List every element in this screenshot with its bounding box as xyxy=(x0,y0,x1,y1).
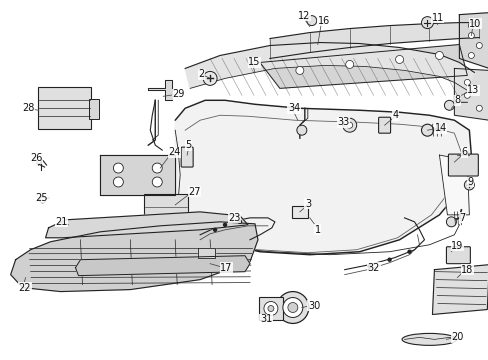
Text: 30: 30 xyxy=(307,301,320,311)
Text: 3: 3 xyxy=(304,199,310,209)
Circle shape xyxy=(223,223,226,226)
Circle shape xyxy=(152,177,162,187)
Circle shape xyxy=(421,17,432,28)
Text: 2: 2 xyxy=(198,69,204,80)
Text: 32: 32 xyxy=(367,263,379,273)
Text: 21: 21 xyxy=(56,217,68,227)
Text: 8: 8 xyxy=(453,95,460,105)
Text: 10: 10 xyxy=(468,19,481,28)
Circle shape xyxy=(287,302,297,312)
Text: 19: 19 xyxy=(450,241,463,251)
Text: 27: 27 xyxy=(188,187,200,197)
Polygon shape xyxy=(75,256,249,276)
Circle shape xyxy=(367,265,370,268)
Circle shape xyxy=(113,163,123,173)
Ellipse shape xyxy=(401,333,456,345)
Circle shape xyxy=(40,197,45,203)
Text: 26: 26 xyxy=(31,153,43,163)
Polygon shape xyxy=(45,212,247,238)
Circle shape xyxy=(296,125,306,135)
Text: 24: 24 xyxy=(168,147,180,157)
Circle shape xyxy=(295,67,303,75)
Circle shape xyxy=(283,298,302,318)
FancyBboxPatch shape xyxy=(378,117,390,133)
Text: 28: 28 xyxy=(22,103,35,113)
Polygon shape xyxy=(260,45,467,88)
Circle shape xyxy=(387,258,390,261)
Text: 4: 4 xyxy=(392,110,398,120)
Text: 20: 20 xyxy=(450,332,463,342)
Polygon shape xyxy=(439,155,468,215)
Circle shape xyxy=(264,302,277,315)
Circle shape xyxy=(464,92,469,98)
Text: 16: 16 xyxy=(317,15,329,26)
Text: 33: 33 xyxy=(337,117,349,127)
Text: 14: 14 xyxy=(433,123,446,133)
FancyBboxPatch shape xyxy=(144,194,188,226)
Circle shape xyxy=(444,100,453,110)
Circle shape xyxy=(475,105,481,111)
Polygon shape xyxy=(431,265,488,315)
Circle shape xyxy=(468,32,473,39)
Polygon shape xyxy=(100,155,175,195)
Text: 6: 6 xyxy=(461,147,467,157)
Text: 15: 15 xyxy=(247,58,260,67)
Text: 18: 18 xyxy=(461,265,473,275)
Circle shape xyxy=(113,177,123,187)
Circle shape xyxy=(475,42,481,49)
FancyBboxPatch shape xyxy=(447,154,477,176)
Circle shape xyxy=(152,163,162,173)
Circle shape xyxy=(421,124,432,136)
Circle shape xyxy=(464,80,469,85)
Text: 22: 22 xyxy=(19,283,31,293)
Text: 12: 12 xyxy=(297,11,309,21)
Text: 25: 25 xyxy=(36,193,48,203)
Text: 7: 7 xyxy=(458,213,465,223)
FancyBboxPatch shape xyxy=(89,99,99,119)
Circle shape xyxy=(345,60,353,68)
Polygon shape xyxy=(198,248,215,258)
Circle shape xyxy=(306,15,316,26)
Text: 1: 1 xyxy=(314,225,320,235)
Polygon shape xyxy=(269,23,478,58)
Circle shape xyxy=(203,71,217,85)
Polygon shape xyxy=(453,68,488,120)
Text: 23: 23 xyxy=(227,213,240,223)
Text: 29: 29 xyxy=(172,89,184,99)
Text: 34: 34 xyxy=(287,103,300,113)
Polygon shape xyxy=(175,100,470,255)
Circle shape xyxy=(468,53,473,58)
Circle shape xyxy=(267,306,273,311)
Polygon shape xyxy=(11,222,258,292)
FancyBboxPatch shape xyxy=(446,247,469,264)
Text: 13: 13 xyxy=(467,85,479,95)
Circle shape xyxy=(468,23,473,28)
Circle shape xyxy=(446,217,455,227)
Circle shape xyxy=(464,180,473,190)
Text: 9: 9 xyxy=(467,177,472,187)
Polygon shape xyxy=(148,80,172,100)
Circle shape xyxy=(213,228,216,231)
Text: 31: 31 xyxy=(260,314,272,324)
Circle shape xyxy=(346,122,352,128)
Text: 5: 5 xyxy=(185,140,191,150)
Circle shape xyxy=(435,51,443,59)
Circle shape xyxy=(407,250,410,253)
Text: 11: 11 xyxy=(430,13,443,23)
Text: 17: 17 xyxy=(220,263,232,273)
Circle shape xyxy=(342,118,356,132)
FancyBboxPatch shape xyxy=(38,87,91,129)
FancyBboxPatch shape xyxy=(181,147,193,167)
FancyBboxPatch shape xyxy=(259,297,283,320)
Circle shape xyxy=(276,292,308,323)
Circle shape xyxy=(238,220,241,223)
Polygon shape xyxy=(185,42,473,90)
Polygon shape xyxy=(458,13,488,68)
FancyBboxPatch shape xyxy=(291,206,307,218)
Circle shape xyxy=(395,55,403,63)
